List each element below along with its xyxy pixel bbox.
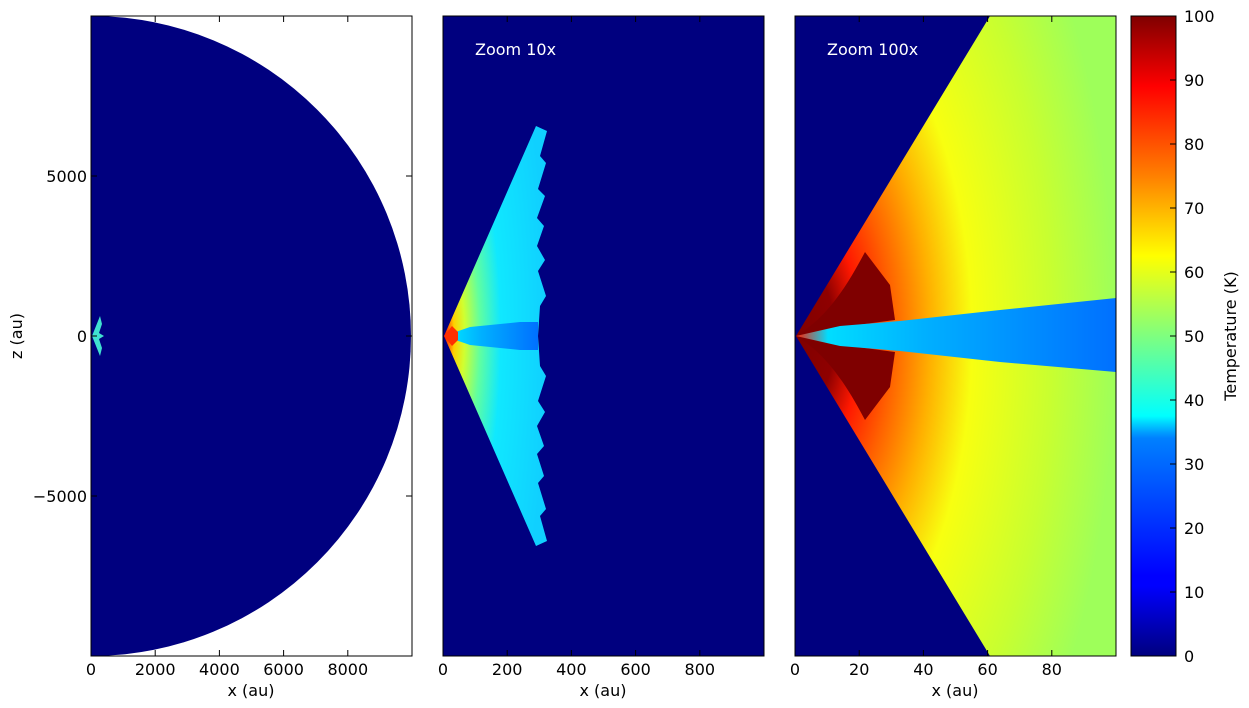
zoom10-label: Zoom 10x: [475, 40, 556, 59]
colorbar-tick-label: 50: [1184, 327, 1204, 346]
colorbar-tick-label: 10: [1184, 583, 1204, 602]
panel-full-xlabel: x (au): [228, 681, 275, 700]
x-tick-label: 400: [556, 660, 587, 679]
colorbar-tick-label: 0: [1184, 647, 1194, 666]
x-tick-label: 20: [849, 660, 869, 679]
x-tick-label: 0: [790, 660, 800, 679]
cone-10x-midplane-lane: [444, 322, 538, 350]
ticks-zoom100: 0 20 40 60 80: [790, 16, 1062, 679]
inner-outflow-marker: [92, 316, 104, 356]
y-tick-label: 0: [77, 327, 87, 346]
colorbar-tick-label: 20: [1184, 519, 1204, 538]
panel-zoom10: 0 200 400 600 800 Zoom 10x x (au): [438, 15, 765, 700]
y-tick-label: −5000: [33, 487, 87, 506]
colorbar-tick-label: 30: [1184, 455, 1204, 474]
ticks-full: 0 2000 4000 6000 8000 5000 0 −5000: [33, 16, 412, 679]
x-tick-label: 200: [492, 660, 523, 679]
panel-zoom10-xlabel: x (au): [580, 681, 627, 700]
panel-full-ylabel: z (au): [7, 313, 26, 359]
cone-10x-hot-core: [444, 326, 458, 346]
panel-zoom100: 0 20 40 60 80 Zoom 100x x (au): [790, 15, 1117, 700]
colorbar-tick-label: 100: [1184, 7, 1215, 26]
envelope-half-disk: [91, 16, 411, 656]
colorbar-gradient: [1130, 15, 1177, 657]
cone-100x-midplane-lane: [796, 298, 1116, 372]
zoom100-label: Zoom 100x: [827, 40, 918, 59]
colorbar-tick-label: 80: [1184, 135, 1204, 154]
x-tick-label: 40: [913, 660, 933, 679]
x-tick-label: 6000: [263, 660, 304, 679]
colorbar-label: Temperature (K): [1221, 271, 1240, 401]
colorbar-tick-label: 70: [1184, 199, 1204, 218]
panel-zoom100-frame: [794, 15, 1117, 657]
colorbar-tick-label: 40: [1184, 391, 1204, 410]
colorbar-tick-label: 90: [1184, 71, 1204, 90]
cone-100x-hot-cavity: [796, 252, 895, 420]
x-tick-label: 0: [86, 660, 96, 679]
colorbar-tick-label: 60: [1184, 263, 1204, 282]
panel-zoom10-frame: [442, 15, 765, 657]
x-tick-label: 0: [438, 660, 448, 679]
panel-zoom100-xlabel: x (au): [932, 681, 979, 700]
x-tick-label: 8000: [327, 660, 368, 679]
x-tick-label: 2000: [135, 660, 176, 679]
x-tick-label: 80: [1042, 660, 1062, 679]
y-tick-label: 5000: [46, 167, 87, 186]
x-tick-label: 4000: [199, 660, 240, 679]
x-tick-label: 600: [620, 660, 651, 679]
panel-full: 0 2000 4000 6000 8000 5000 0 −5000 x (au) z (au…: [7, 15, 413, 700]
x-tick-label: 60: [977, 660, 997, 679]
outflow-cone-100x: [796, 16, 1116, 656]
outflow-cone-10x: [444, 126, 547, 546]
ticks-zoom10: 0 200 400 600 800: [438, 16, 715, 679]
x-tick-label: 800: [685, 660, 716, 679]
